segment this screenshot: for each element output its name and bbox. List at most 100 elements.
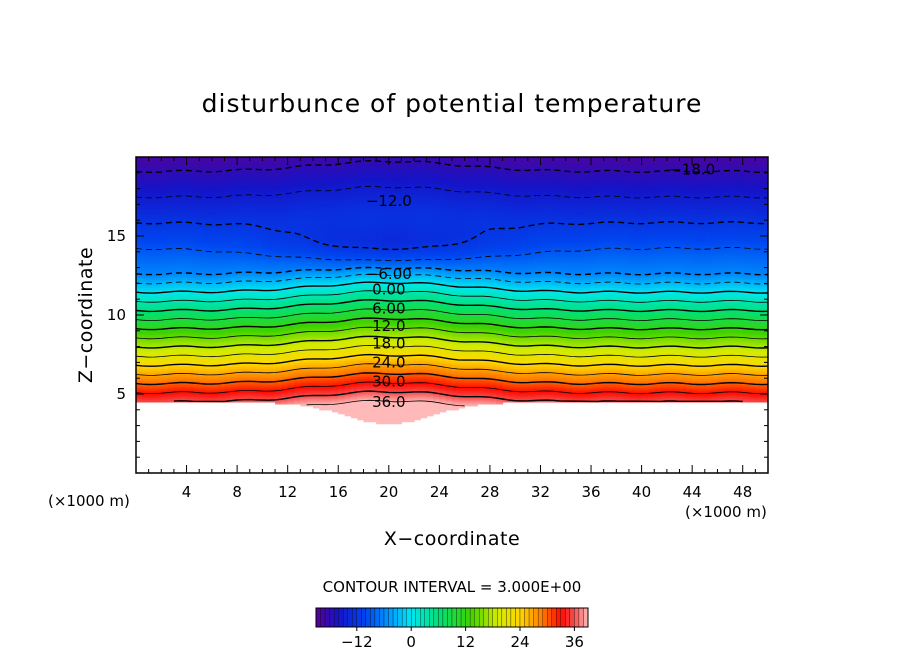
field-cell: [338, 405, 346, 409]
field-cell: [306, 315, 314, 318]
field-cell: [230, 397, 238, 401]
field-cell: [173, 182, 181, 186]
field-cell: [331, 305, 339, 308]
field-cell: [148, 261, 156, 265]
field-cell: [237, 372, 245, 375]
field-cell: [312, 208, 320, 211]
field-cell: [249, 249, 257, 253]
field-cell: [294, 267, 301, 271]
field-cell: [325, 184, 333, 188]
field-cell: [186, 200, 194, 204]
field-cell: [344, 370, 352, 373]
field-cell: [281, 352, 289, 356]
field-cell: [167, 214, 175, 217]
field-cell: [312, 281, 320, 284]
field-cell: [262, 251, 270, 255]
field-cell: [237, 188, 245, 192]
field-cell: [199, 380, 207, 383]
field-cell: [294, 273, 301, 277]
field-cell: [142, 342, 150, 346]
field-cell: [154, 257, 162, 261]
field-cell: [369, 360, 377, 363]
field-cell: [357, 168, 365, 172]
field-cell: [262, 313, 270, 316]
field-cell: [331, 362, 339, 365]
field-cell: [369, 336, 377, 340]
field-cell: [161, 249, 169, 253]
field-cell: [154, 184, 162, 188]
field-cell: [211, 356, 219, 360]
field-cell: [275, 200, 282, 204]
field-cell: [224, 384, 232, 387]
field-cell: [319, 249, 327, 253]
field-cell: [281, 198, 289, 202]
field-cell: [369, 206, 377, 209]
field-cell: [287, 277, 295, 281]
field-cell: [142, 348, 150, 352]
field-cell: [161, 157, 169, 160]
field-cell: [173, 267, 181, 271]
field-cell: [281, 295, 289, 298]
field-cell: [275, 378, 282, 381]
field-cell: [161, 344, 169, 348]
field-cell: [148, 188, 156, 192]
field-cell: [294, 348, 301, 352]
field-cell: [350, 293, 358, 296]
field-cell: [224, 305, 232, 308]
field-cell: [357, 243, 365, 247]
field-cell: [268, 200, 276, 204]
field-cell: [237, 192, 245, 196]
field-cell: [161, 271, 169, 275]
field-cell: [205, 222, 213, 225]
field-cell: [249, 237, 257, 241]
field-cell: [275, 281, 282, 284]
field-cell: [205, 261, 213, 265]
field-cell: [312, 405, 320, 409]
field-cell: [306, 226, 314, 229]
field-cell: [262, 220, 270, 223]
field-cell: [167, 200, 175, 204]
field-cell: [173, 273, 181, 277]
field-cell: [363, 368, 371, 371]
field-cell: [205, 174, 213, 178]
field-cell: [325, 368, 333, 371]
field-cell: [262, 354, 270, 358]
field-cell: [275, 392, 282, 395]
field-cell: [249, 178, 257, 182]
field-cell: [180, 273, 188, 277]
field-cell: [218, 328, 226, 332]
field-cell: [243, 342, 251, 346]
field-cell: [338, 316, 346, 320]
field-cell: [173, 356, 181, 360]
field-cell: [230, 364, 238, 367]
field-cell: [136, 249, 143, 253]
field-cell: [142, 170, 150, 174]
field-cell: [211, 182, 219, 186]
field-cell: [243, 315, 251, 318]
field-cell: [205, 160, 213, 164]
field-cell: [312, 160, 320, 164]
field-cell: [294, 297, 301, 300]
field-cell: [161, 265, 169, 269]
field-cell: [319, 399, 327, 403]
field-cell: [338, 297, 346, 300]
field-cell: [275, 202, 282, 206]
field-cell: [300, 174, 308, 178]
field-cell: [136, 255, 143, 259]
field-cell: [148, 330, 156, 334]
field-cell: [319, 350, 327, 354]
field-cell: [211, 368, 219, 371]
field-cell: [224, 301, 232, 304]
field-cell: [218, 356, 226, 360]
field-cell: [306, 358, 314, 362]
field-cell: [186, 204, 194, 207]
field-cell: [376, 251, 384, 255]
field-cell: [199, 178, 207, 182]
field-cell: [331, 401, 339, 405]
field-cell: [173, 214, 181, 217]
field-cell: [249, 269, 257, 273]
field-cell: [319, 164, 327, 168]
field-cell: [148, 313, 156, 316]
field-cell: [224, 340, 232, 344]
field-cell: [218, 243, 226, 247]
